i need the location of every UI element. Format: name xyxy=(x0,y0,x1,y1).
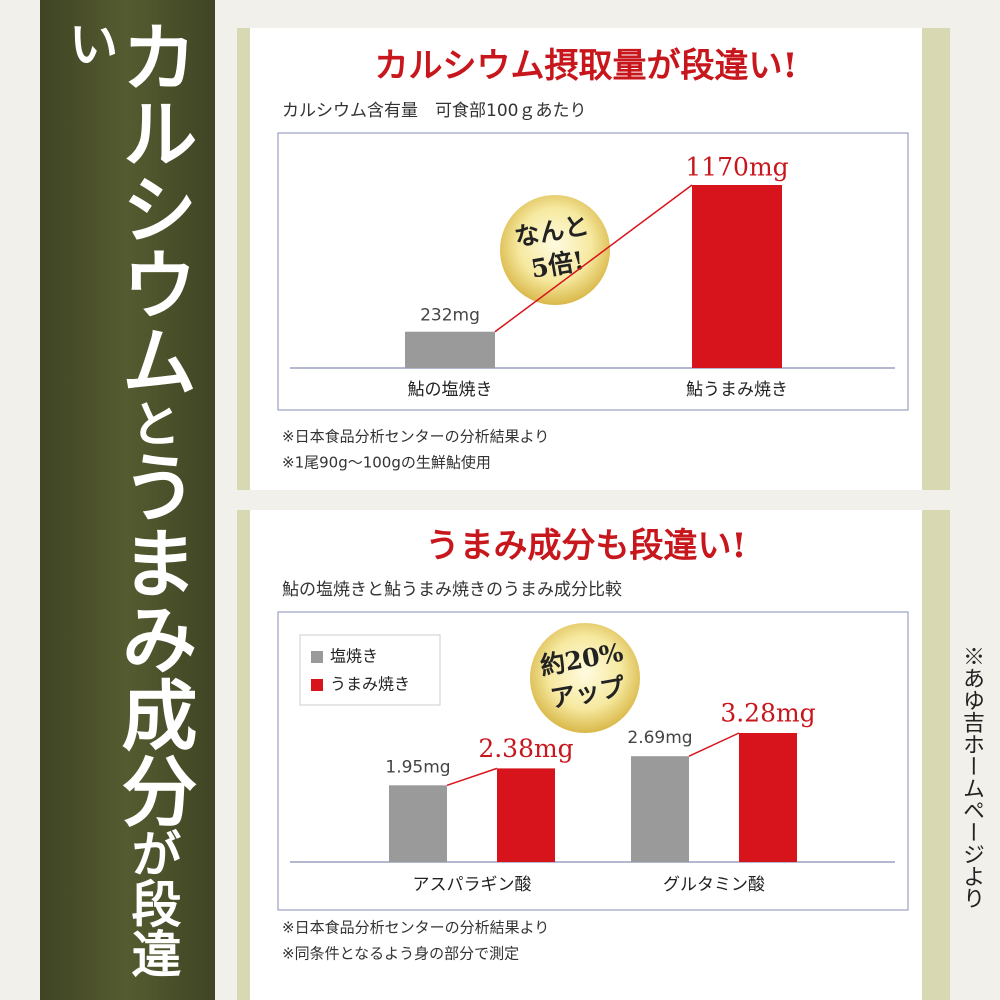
chart-title: カルシウム摂取量が段違い! xyxy=(375,46,798,86)
source-note: ※あゆ吉ホームページより xyxy=(959,645,984,909)
trend-line xyxy=(446,767,498,787)
legend-swatch xyxy=(311,679,323,691)
value-label: 1.95mg xyxy=(385,757,450,777)
chart-subtitle: 鮎の塩焼きと鮎うまみ焼きのうまみ成分比較 xyxy=(282,580,622,600)
trend-line xyxy=(494,184,693,333)
x-tick-label: グルタミン酸 xyxy=(663,875,765,895)
x-tick-label: アスパラギン酸 xyxy=(413,875,532,895)
value-label: 232mg xyxy=(420,306,480,326)
chart-frame xyxy=(277,132,909,411)
bar xyxy=(739,733,797,862)
badge xyxy=(530,623,640,733)
bar xyxy=(631,756,689,862)
banner-part: と xyxy=(123,398,183,448)
card xyxy=(250,510,922,1000)
footnote: ※日本食品分析センターの分析結果より xyxy=(282,919,549,937)
bar xyxy=(405,331,495,368)
chart-subtitle: カルシウム含有量 可食部100ｇあたり xyxy=(282,101,586,121)
banner-text: カルシウムとうまみ成分が段違い xyxy=(61,18,198,1000)
banner-part: 段違い xyxy=(60,18,183,978)
banner: カルシウムとうまみ成分が段違い xyxy=(40,0,215,1000)
bar xyxy=(497,768,555,862)
footnote: ※日本食品分析センターの分析結果より xyxy=(282,428,549,446)
bar xyxy=(692,185,782,368)
value-label: 1170mg xyxy=(685,153,788,182)
footnote: ※1尾90g～100gの生鮮鮎使用 xyxy=(282,454,491,472)
legend-label: 塩焼き xyxy=(330,647,378,666)
bar xyxy=(389,785,447,862)
value-label: 2.69mg xyxy=(627,728,692,748)
legend-label: うまみ焼き xyxy=(330,675,410,694)
legend-swatch xyxy=(311,651,323,663)
banner-part: うまみ成分 xyxy=(108,448,198,828)
banner-part: が xyxy=(123,828,183,878)
footnote: ※同条件となるよう身の部分で測定 xyxy=(282,945,519,963)
chart-frame xyxy=(277,611,909,911)
value-label: 2.38mg xyxy=(478,734,573,763)
value-label: 3.28mg xyxy=(720,699,815,728)
legend-box xyxy=(299,634,441,706)
chart-title: うまみ成分も段違い! xyxy=(426,526,747,566)
trend-line xyxy=(688,732,740,757)
x-tick-label: 鮎の塩焼き xyxy=(408,380,493,400)
banner-part: カルシウム xyxy=(108,18,198,398)
x-tick-label: 鮎うまみ焼き xyxy=(686,380,788,400)
badge xyxy=(500,195,610,305)
